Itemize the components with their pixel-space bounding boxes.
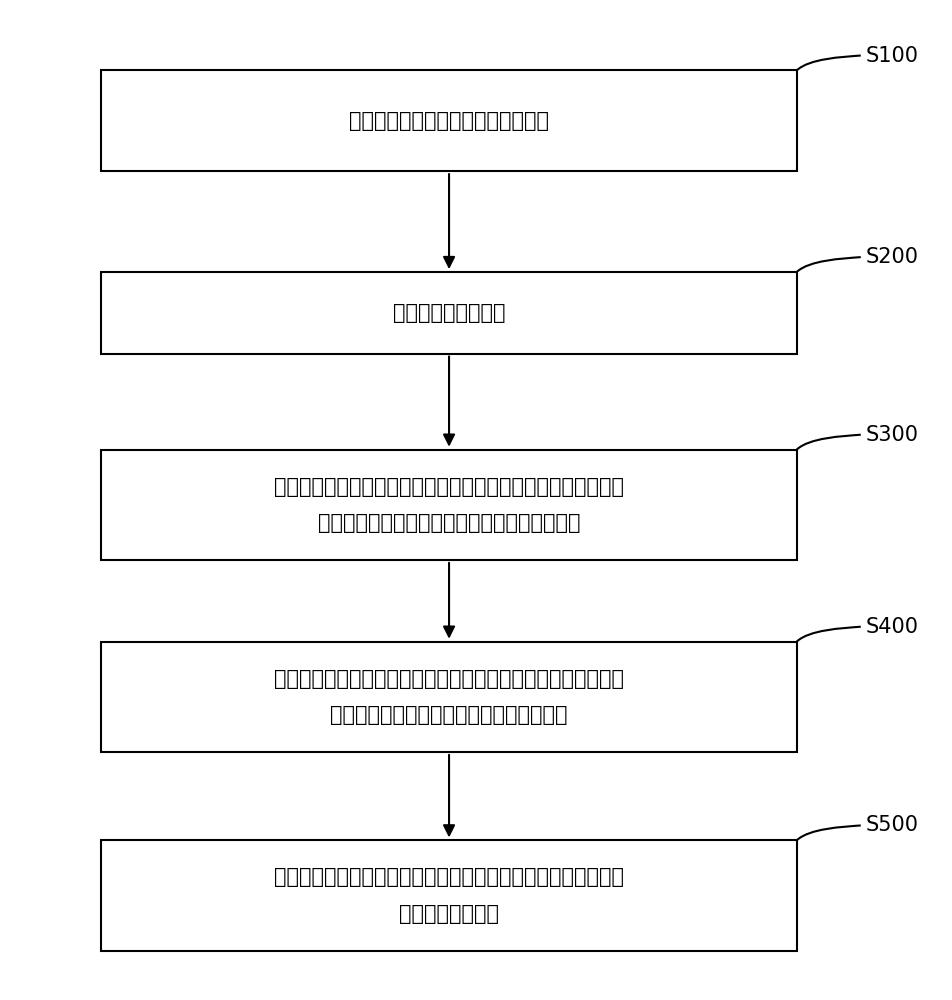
Text: 选择性测量未经过补偿操作且完成动态切割的工件的多个内部轮: 选择性测量未经过补偿操作且完成动态切割的工件的多个内部轮 — [274, 669, 624, 689]
Text: 根据比较结果，基于加工路径采用补偿操作对工件进行选择性补: 根据比较结果，基于加工路径采用补偿操作对工件进行选择性补 — [274, 867, 624, 887]
FancyBboxPatch shape — [101, 450, 796, 560]
Text: S100: S100 — [864, 46, 918, 66]
FancyBboxPatch shape — [101, 840, 796, 951]
Text: S300: S300 — [864, 425, 918, 445]
Text: 廓之间的位置误差，并与尺寸公差进行比较: 廓之间的位置误差，并与尺寸公差进行比较 — [330, 705, 567, 725]
Text: 部轮廓之间的位置误差，并与尺寸公差进行比较: 部轮廓之间的位置误差，并与尺寸公差进行比较 — [317, 513, 580, 533]
Text: S200: S200 — [864, 247, 918, 267]
FancyBboxPatch shape — [101, 642, 796, 752]
Text: 设置工件的尺寸公差: 设置工件的尺寸公差 — [392, 303, 505, 323]
Text: 判断工件形状是否适合卷料动态加工: 判断工件形状是否适合卷料动态加工 — [348, 111, 548, 131]
Text: S500: S500 — [864, 815, 918, 835]
Text: S400: S400 — [864, 617, 918, 637]
FancyBboxPatch shape — [101, 70, 796, 171]
Text: 测量未经过补偿操作且完成激光动态切割的工件的外部轮廓与内: 测量未经过补偿操作且完成激光动态切割的工件的外部轮廓与内 — [274, 477, 624, 497]
Text: 偿，消除位置误差: 偿，消除位置误差 — [399, 904, 499, 924]
FancyBboxPatch shape — [101, 272, 796, 354]
